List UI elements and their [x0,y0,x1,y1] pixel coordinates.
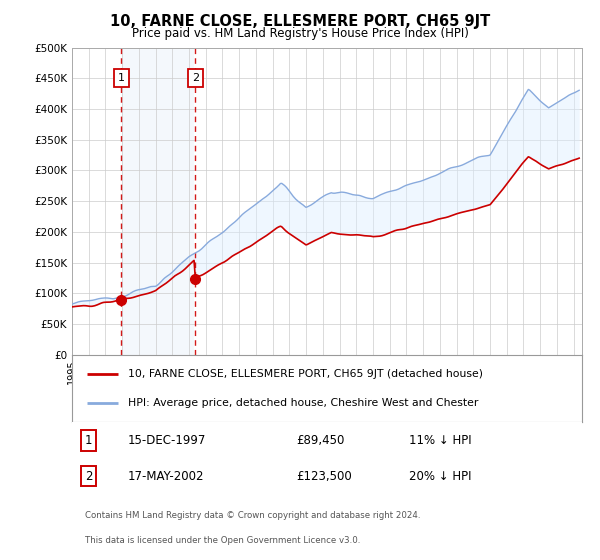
Text: 10, FARNE CLOSE, ELLESMERE PORT, CH65 9JT (detached house): 10, FARNE CLOSE, ELLESMERE PORT, CH65 9J… [128,368,483,379]
Text: £89,450: £89,450 [296,434,345,447]
Text: 10, FARNE CLOSE, ELLESMERE PORT, CH65 9JT: 10, FARNE CLOSE, ELLESMERE PORT, CH65 9J… [110,14,490,29]
Text: 2: 2 [191,73,199,83]
Text: 2: 2 [85,470,92,483]
Text: 17-MAY-2002: 17-MAY-2002 [128,470,205,483]
Text: 1: 1 [85,434,92,447]
Text: Price paid vs. HM Land Registry's House Price Index (HPI): Price paid vs. HM Land Registry's House … [131,27,469,40]
Text: £123,500: £123,500 [296,470,352,483]
Text: Contains HM Land Registry data © Crown copyright and database right 2024.: Contains HM Land Registry data © Crown c… [85,511,420,520]
Text: 11% ↓ HPI: 11% ↓ HPI [409,434,471,447]
Text: 1: 1 [118,73,125,83]
Text: 20% ↓ HPI: 20% ↓ HPI [409,470,471,483]
Text: This data is licensed under the Open Government Licence v3.0.: This data is licensed under the Open Gov… [85,536,360,545]
Text: 15-DEC-1997: 15-DEC-1997 [128,434,206,447]
Text: HPI: Average price, detached house, Cheshire West and Chester: HPI: Average price, detached house, Ches… [128,398,478,408]
